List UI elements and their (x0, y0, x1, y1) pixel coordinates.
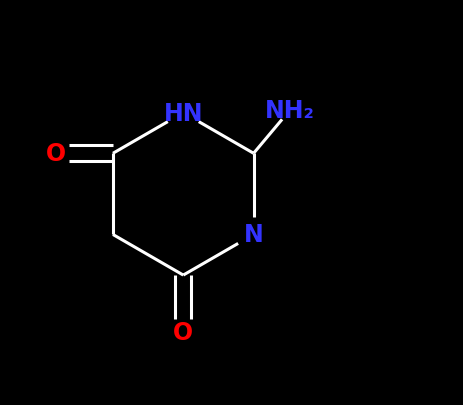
Text: NH₂: NH₂ (265, 98, 314, 122)
Text: N: N (243, 223, 263, 247)
Text: HN: HN (163, 101, 203, 126)
Text: O: O (173, 320, 193, 344)
Text: O: O (46, 142, 66, 166)
